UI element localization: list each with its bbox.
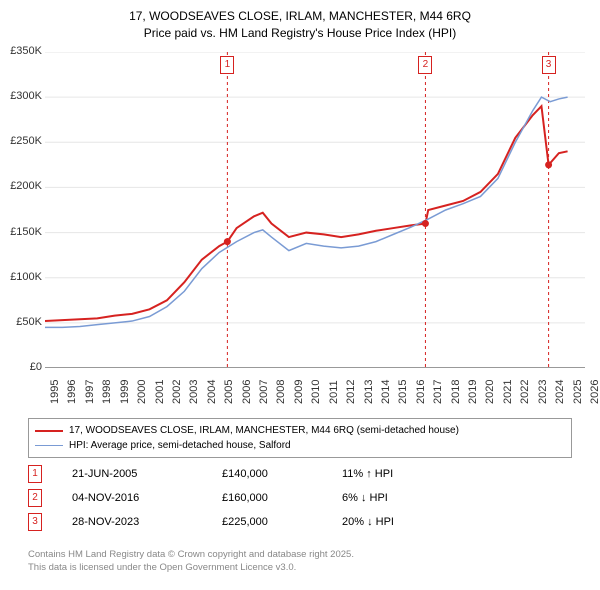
x-tick-label: 2006 xyxy=(241,380,253,404)
x-tick-label: 2020 xyxy=(484,380,496,404)
x-tick-label: 2022 xyxy=(519,380,531,404)
x-tick-label: 2015 xyxy=(397,380,409,404)
x-tick-label: 2014 xyxy=(380,380,392,404)
chart-plot-area xyxy=(45,52,585,368)
legend-row: 17, WOODSEAVES CLOSE, IRLAM, MANCHESTER,… xyxy=(35,423,565,438)
x-tick-label: 2023 xyxy=(537,380,549,404)
x-tick-label: 2021 xyxy=(502,380,514,404)
legend: 17, WOODSEAVES CLOSE, IRLAM, MANCHESTER,… xyxy=(28,418,572,458)
y-tick-label: £50K xyxy=(0,316,42,328)
sale-date: 04-NOV-2016 xyxy=(72,492,222,504)
sale-marker-cell: 1 xyxy=(28,465,42,483)
x-tick-label: 2018 xyxy=(450,380,462,404)
x-tick-label: 2003 xyxy=(188,380,200,404)
x-tick-label: 2009 xyxy=(293,380,305,404)
footer-line-1: Contains HM Land Registry data © Crown c… xyxy=(28,548,572,561)
title-line-1: 17, WOODSEAVES CLOSE, IRLAM, MANCHESTER,… xyxy=(0,8,600,25)
sale-price: £140,000 xyxy=(222,468,342,480)
sale-marker-3: 3 xyxy=(542,56,556,74)
series-hpi xyxy=(45,97,568,327)
title-line-2: Price paid vs. HM Land Registry's House … xyxy=(0,25,600,42)
x-tick-label: 2011 xyxy=(328,380,340,404)
table-row: 3 28-NOV-2023£225,00020% ↓ HPI xyxy=(28,510,572,534)
sale-date: 21-JUN-2005 xyxy=(72,468,222,480)
legend-label: HPI: Average price, semi-detached house,… xyxy=(69,440,291,451)
x-tick-label: 2013 xyxy=(363,380,375,404)
y-tick-label: £200K xyxy=(0,180,42,192)
x-tick-label: 2012 xyxy=(345,380,357,404)
x-tick-label: 2026 xyxy=(589,380,600,404)
x-tick-label: 1997 xyxy=(84,380,96,404)
y-tick-label: £0 xyxy=(0,361,42,373)
sale-hpi-diff: 20% ↓ HPI xyxy=(342,516,462,528)
footer-attribution: Contains HM Land Registry data © Crown c… xyxy=(28,548,572,575)
y-tick-label: £100K xyxy=(0,271,42,283)
sale-marker-1: 1 xyxy=(220,56,234,74)
footer-line-2: This data is licensed under the Open Gov… xyxy=(28,561,572,574)
sale-marker-cell: 3 xyxy=(28,513,42,531)
x-tick-label: 1998 xyxy=(101,380,113,404)
table-row: 2 04-NOV-2016£160,0006% ↓ HPI xyxy=(28,486,572,510)
x-tick-label: 2016 xyxy=(415,380,427,404)
x-tick-label: 2002 xyxy=(171,380,183,404)
series-price_paid xyxy=(45,106,568,321)
y-tick-label: £150K xyxy=(0,226,42,238)
x-tick-label: 2017 xyxy=(432,380,444,404)
x-tick-label: 2000 xyxy=(136,380,148,404)
x-tick-label: 2024 xyxy=(554,380,566,404)
legend-label: 17, WOODSEAVES CLOSE, IRLAM, MANCHESTER,… xyxy=(69,425,459,436)
sale-price: £160,000 xyxy=(222,492,342,504)
x-tick-label: 2025 xyxy=(572,380,584,404)
x-tick-label: 2005 xyxy=(223,380,235,404)
x-tick-label: 2007 xyxy=(258,380,270,404)
legend-swatch xyxy=(35,445,63,447)
sale-hpi-diff: 6% ↓ HPI xyxy=(342,492,462,504)
y-tick-label: £250K xyxy=(0,135,42,147)
sale-marker-2: 2 xyxy=(418,56,432,74)
x-tick-label: 2001 xyxy=(154,380,166,404)
table-row: 1 21-JUN-2005£140,00011% ↑ HPI xyxy=(28,462,572,486)
sale-date: 28-NOV-2023 xyxy=(72,516,222,528)
x-tick-label: 1995 xyxy=(49,380,61,404)
x-tick-label: 1996 xyxy=(66,380,78,404)
sale-hpi-diff: 11% ↑ HPI xyxy=(342,468,462,480)
y-tick-label: £350K xyxy=(0,45,42,57)
sale-price: £225,000 xyxy=(222,516,342,528)
x-tick-label: 2010 xyxy=(310,380,322,404)
legend-row: HPI: Average price, semi-detached house,… xyxy=(35,438,565,453)
x-tick-label: 2008 xyxy=(275,380,287,404)
sales-table: 1 21-JUN-2005£140,00011% ↑ HPI 2 04-NOV-201… xyxy=(28,462,572,534)
sale-marker-cell: 2 xyxy=(28,489,42,507)
y-tick-label: £300K xyxy=(0,90,42,102)
x-tick-label: 2019 xyxy=(467,380,479,404)
chart-title: 17, WOODSEAVES CLOSE, IRLAM, MANCHESTER,… xyxy=(0,0,600,42)
chart-svg xyxy=(45,52,585,368)
legend-swatch xyxy=(35,430,63,432)
x-tick-label: 1999 xyxy=(119,380,131,404)
x-tick-label: 2004 xyxy=(206,380,218,404)
